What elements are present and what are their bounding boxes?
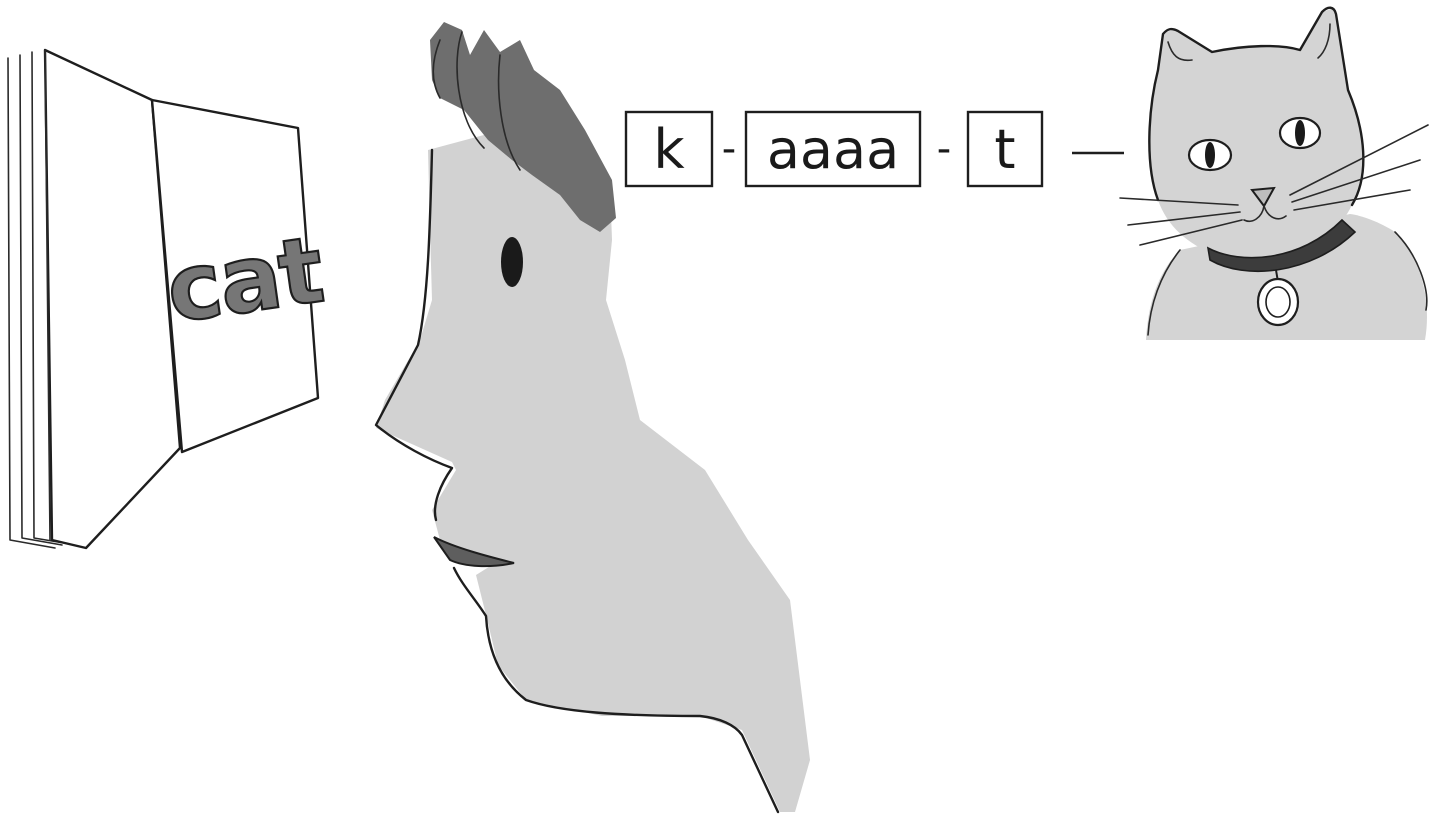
sound-box-k-label: k — [653, 118, 685, 181]
cat-collar — [1206, 218, 1357, 273]
sound-sequence: k - aaaa - t — [624, 110, 1124, 188]
book-illustration: cat — [7, 48, 329, 550]
book-word: cat — [160, 216, 328, 343]
cat-illustration — [1119, 6, 1429, 340]
sound-box-t-label: t — [994, 118, 1015, 181]
separator-1: - — [722, 126, 736, 172]
sound-box-aaaa-label: aaaa — [767, 118, 899, 181]
cat-eye-left-icon — [1187, 138, 1233, 172]
face-profile-illustration — [374, 22, 810, 814]
sound-box-aaaa: aaaa — [744, 110, 922, 188]
bell-icon — [1256, 269, 1300, 327]
eye-icon — [501, 237, 523, 287]
cat-eye-right-icon — [1278, 116, 1322, 150]
sound-box-k: k — [624, 110, 714, 188]
separator-2: - — [937, 126, 951, 172]
sound-box-t: t — [966, 110, 1044, 188]
